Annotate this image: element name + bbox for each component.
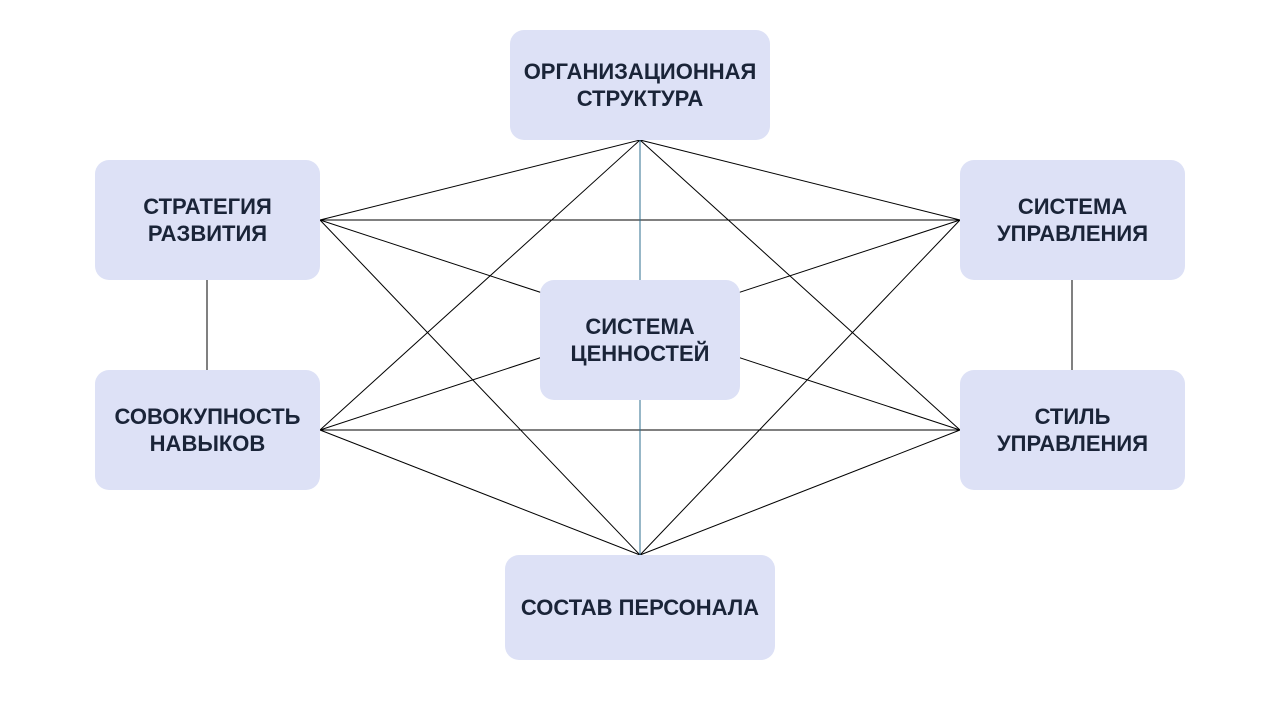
edge [640, 430, 960, 555]
node-top: ОРГАНИЗАЦИОННАЯ СТРУКТУРА [510, 30, 770, 140]
node-bl: СОВОКУПНОСТЬ НАВЫКОВ [95, 370, 320, 490]
edge [640, 140, 960, 220]
edge [320, 140, 640, 220]
node-label: СИСТЕМА ЦЕННОСТЕЙ [571, 313, 710, 368]
node-tr: СИСТЕМА УПРАВЛЕНИЯ [960, 160, 1185, 280]
node-label: СОВОКУПНОСТЬ НАВЫКОВ [115, 403, 301, 458]
node-label: СИСТЕМА УПРАВЛЕНИЯ [997, 193, 1148, 248]
node-br: СТИЛЬ УПРАВЛЕНИЯ [960, 370, 1185, 490]
node-label: СОСТАВ ПЕРСОНАЛА [521, 594, 759, 622]
node-label: СТИЛЬ УПРАВЛЕНИЯ [970, 403, 1175, 458]
edge [320, 430, 640, 555]
node-label: СТРАТЕГИЯ РАЗВИТИЯ [143, 193, 272, 248]
node-bottom: СОСТАВ ПЕРСОНАЛА [505, 555, 775, 660]
node-center: СИСТЕМА ЦЕННОСТЕЙ [540, 280, 740, 400]
node-label: ОРГАНИЗАЦИОННАЯ СТРУКТУРА [524, 58, 757, 113]
node-tl: СТРАТЕГИЯ РАЗВИТИЯ [95, 160, 320, 280]
diagram-stage: ОРГАНИЗАЦИОННАЯ СТРУКТУРА СИСТЕМА ЦЕННОСТ… [0, 0, 1280, 720]
